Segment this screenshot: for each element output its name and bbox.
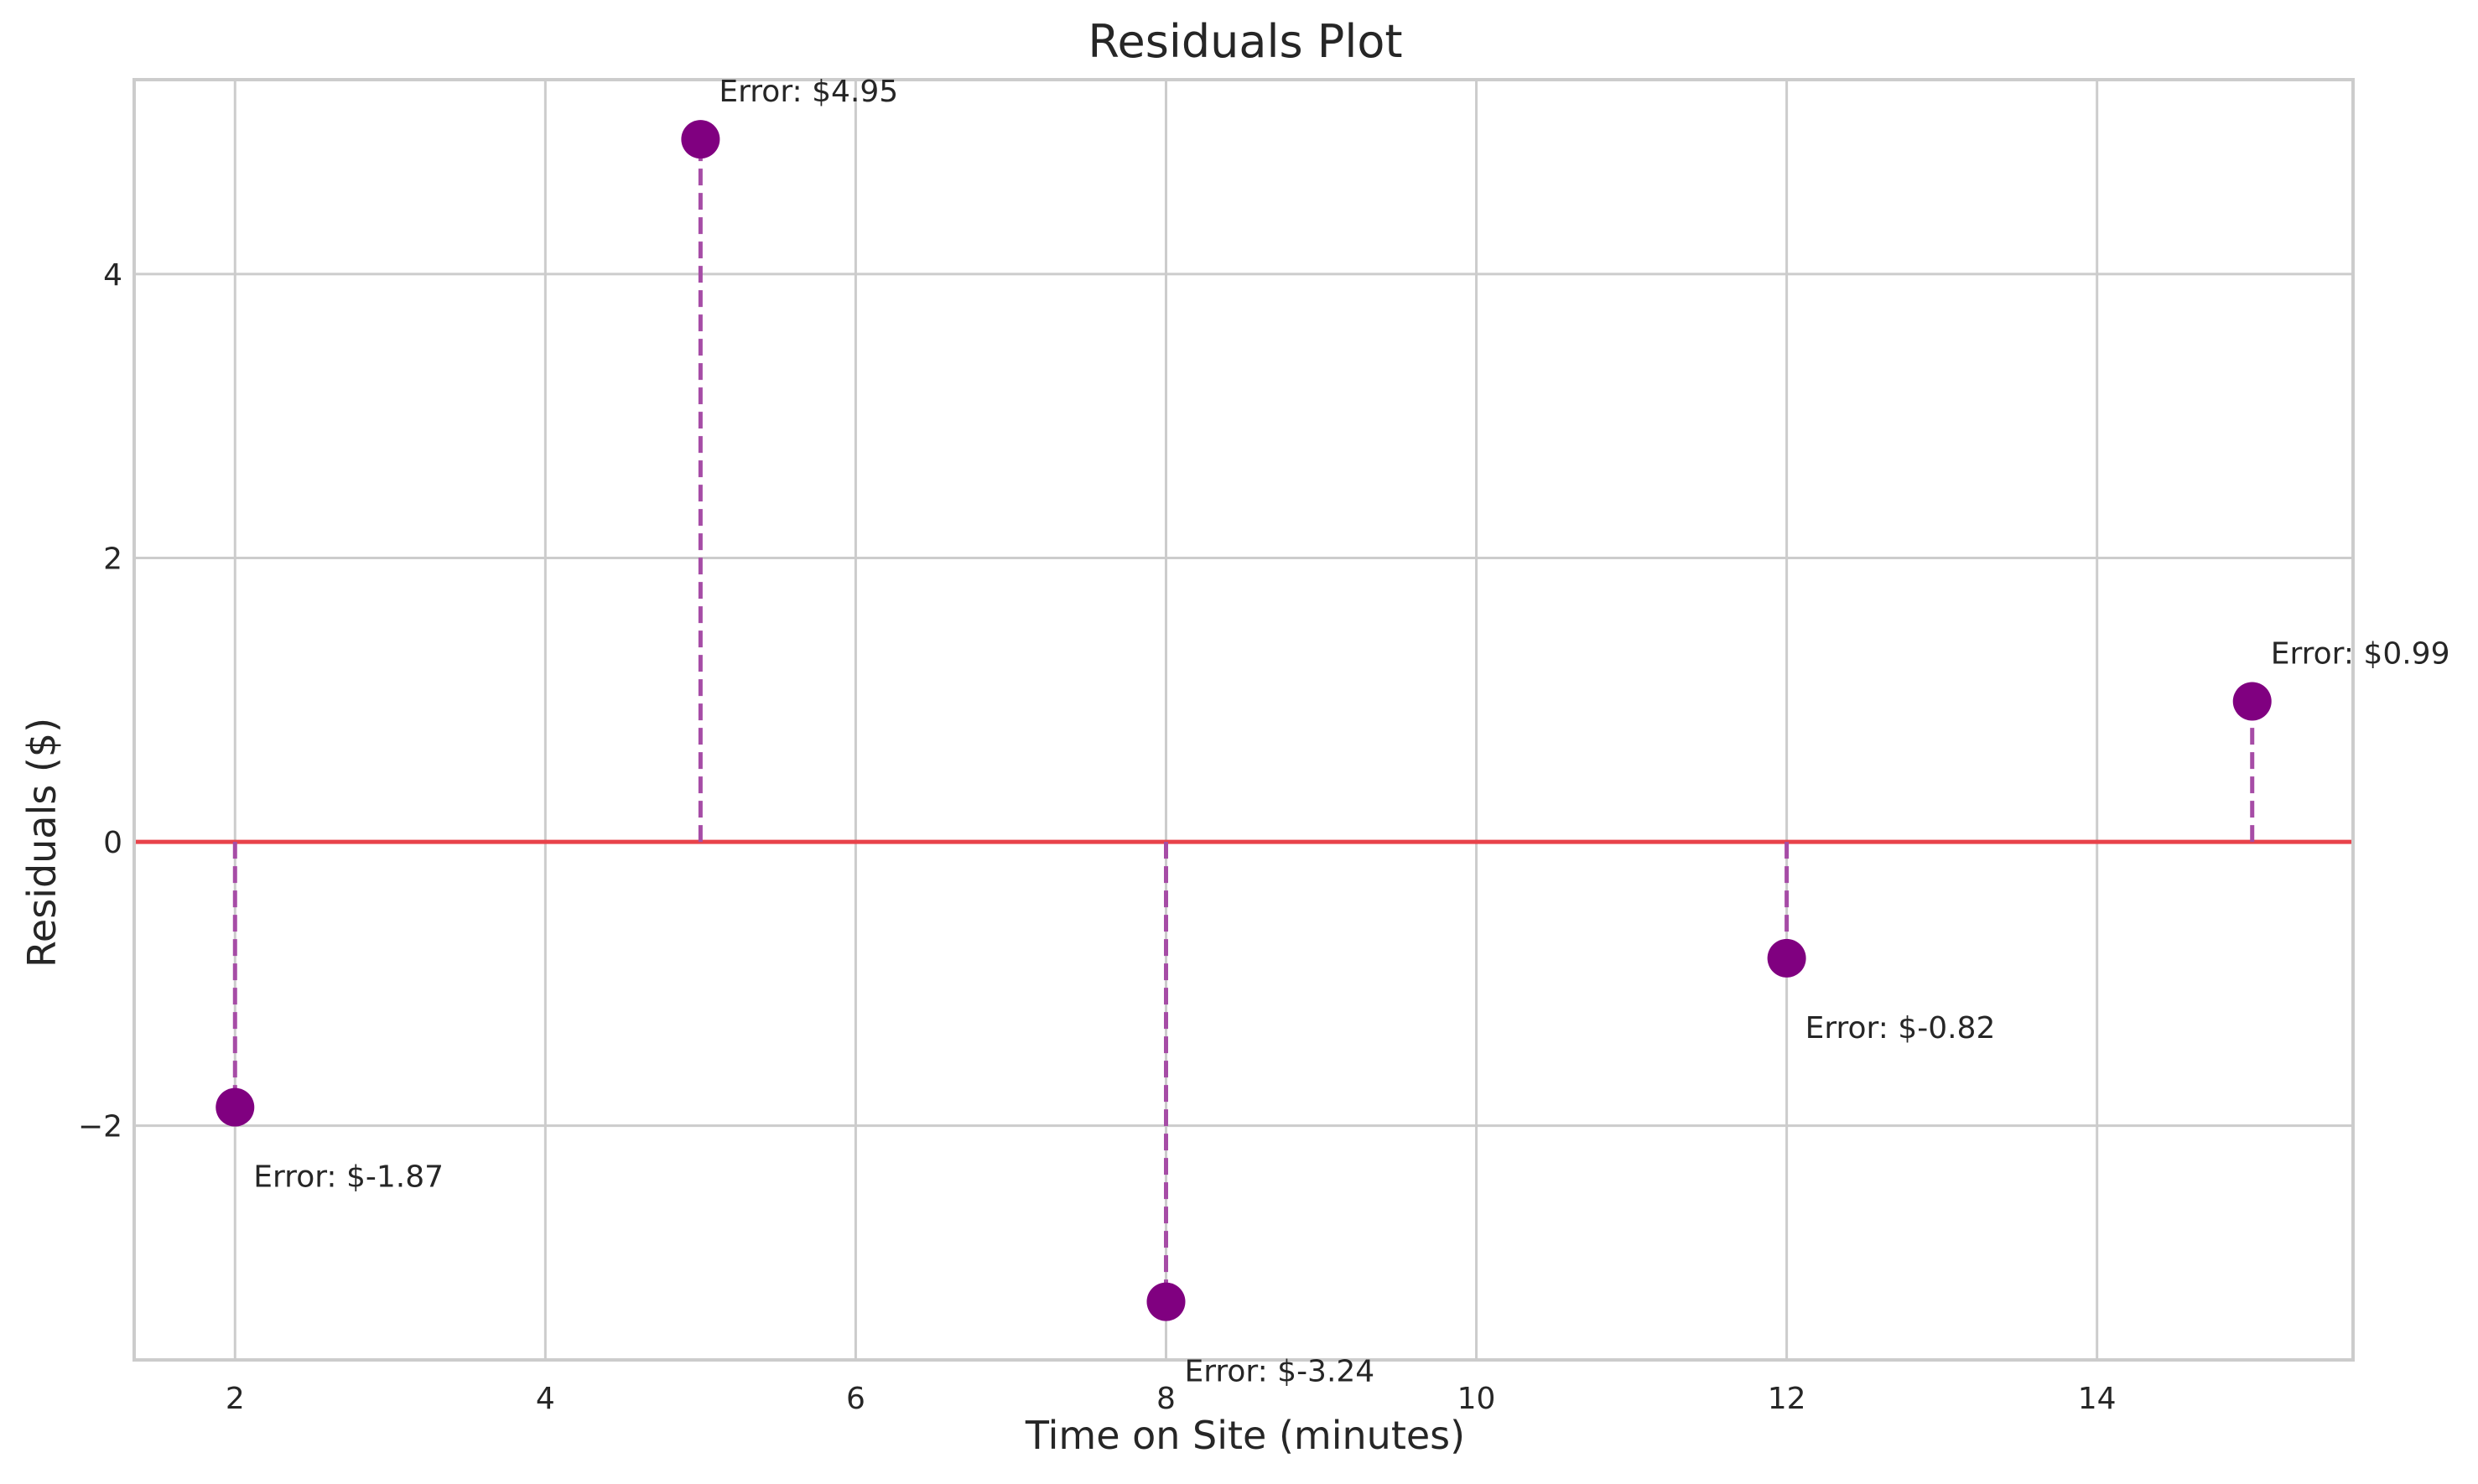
error-annotation: Error: $4.95 bbox=[719, 75, 898, 109]
stem-layer bbox=[232, 139, 2255, 1302]
x-tick-label: 6 bbox=[846, 1382, 865, 1416]
annotation-layer: Error: $-1.87 Error: $4.95 Error: $-3.24 Er… bbox=[253, 75, 2449, 1388]
error-annotation: Error: $-1.87 bbox=[253, 1160, 444, 1195]
y-tick-label: −2 bbox=[78, 1110, 122, 1144]
residual-point bbox=[681, 120, 720, 159]
tick-layer: 2 4 6 8 10 12 14 −2 0 2 4 bbox=[78, 258, 2117, 1416]
residual-point bbox=[1767, 938, 1806, 978]
x-tick-label: 12 bbox=[1768, 1382, 1806, 1416]
frame-layer bbox=[132, 78, 2355, 1362]
residual-point bbox=[1146, 1282, 1186, 1321]
x-tick-label: 14 bbox=[2078, 1382, 2117, 1416]
residual-point bbox=[216, 1087, 255, 1127]
x-tick-label: 4 bbox=[536, 1382, 555, 1416]
y-tick-label: 2 bbox=[103, 542, 122, 577]
x-tick-label: 10 bbox=[1457, 1382, 1496, 1416]
y-tick-label: 4 bbox=[103, 258, 122, 293]
x-tick-label: 2 bbox=[226, 1382, 245, 1416]
x-axis-title: Time on Site (minutes) bbox=[1025, 1413, 1465, 1458]
error-annotation: Error: $0.99 bbox=[2271, 636, 2450, 671]
plot-frame bbox=[132, 78, 2355, 1362]
error-annotation: Error: $-0.82 bbox=[1805, 1011, 1996, 1046]
point-layer bbox=[216, 120, 2272, 1321]
y-tick-label: 0 bbox=[103, 826, 122, 860]
x-tick-label: 8 bbox=[1156, 1382, 1176, 1416]
y-axis-title: Residuals ($) bbox=[19, 718, 65, 968]
error-annotation: Error: $-3.24 bbox=[1184, 1355, 1374, 1389]
residual-point bbox=[2232, 682, 2272, 721]
chart-title: Residuals Plot bbox=[1088, 15, 1402, 68]
grid-layer bbox=[134, 80, 2353, 1360]
